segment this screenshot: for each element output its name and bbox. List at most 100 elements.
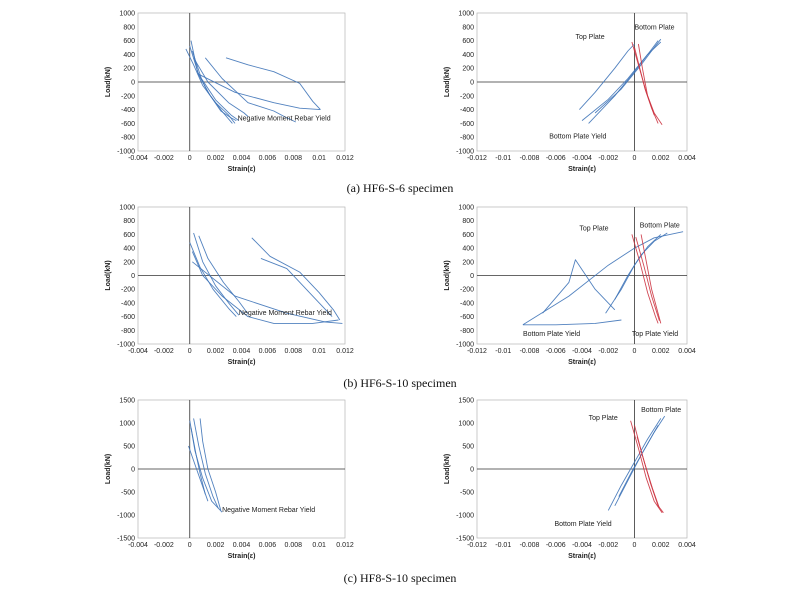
y-tick-label: 800: [123, 218, 135, 225]
x-tick-label: 0.004: [233, 155, 251, 162]
x-tick-label: -0.006: [546, 542, 566, 549]
x-tick-label: 0.004: [233, 348, 251, 355]
x-tick-label: -0.004: [572, 542, 592, 549]
y-tick-label: 400: [123, 246, 135, 253]
x-axis-label: Strain(ε): [568, 553, 596, 560]
y-tick-label: 1000: [458, 421, 474, 428]
x-tick-label: -0.002: [154, 348, 174, 355]
x-tick-label: -0.002: [598, 542, 618, 549]
x-axis-label: Strain(ε): [228, 359, 256, 366]
caption-a: (a) HF6-S-6 specimen: [347, 181, 454, 195]
series-line-blue: [225, 57, 321, 110]
y-tick-label: 500: [123, 444, 135, 451]
series-line-blue: [193, 57, 249, 117]
annotation-label: Top Plate: [589, 415, 618, 422]
y-tick-label: 1000: [119, 205, 135, 212]
y-tick-label: -600: [460, 121, 474, 128]
y-tick-label: 800: [462, 24, 474, 31]
x-tick-label: 0.002: [652, 348, 670, 355]
chart-b-right: -0.012 -0.01 -0.008 -0.006 -0.004 -0.002 0 0.00…: [444, 205, 696, 367]
series-line-blue: [185, 48, 236, 124]
x-tick-label: 0.006: [259, 348, 277, 355]
x-tick-label: -0.004: [128, 155, 148, 162]
x-tick-label: 0.008: [284, 155, 302, 162]
annotation-label: Top Plate Yield: [632, 331, 678, 338]
series-line-blue: [522, 319, 622, 326]
y-tick-label: 200: [123, 259, 135, 266]
y-axis-label: Load(kN): [105, 260, 112, 290]
x-tick-label: -0.002: [598, 155, 618, 162]
y-tick-label: -800: [121, 135, 135, 142]
x-tick-label: -0.012: [467, 155, 487, 162]
y-tick-label: 0: [131, 80, 135, 87]
x-tick-label: -0.006: [546, 348, 566, 355]
y-tick-label: -600: [460, 314, 474, 321]
annotation-label: Negative Moment Rebar Yield: [222, 507, 315, 514]
y-tick-label: -1000: [456, 342, 474, 349]
series-line-blue: [605, 234, 662, 314]
x-tick-label: 0.002: [652, 542, 670, 549]
x-tick-label: 0.006: [259, 542, 277, 549]
series-line-blue: [204, 57, 296, 123]
x-tick-label: -0.004: [572, 348, 592, 355]
y-tick-label: -1500: [456, 536, 474, 543]
y-tick-label: -800: [121, 328, 135, 335]
series-line-blue: [251, 237, 341, 321]
series-line-red: [631, 41, 663, 126]
y-tick-label: 600: [123, 232, 135, 239]
y-tick-label: 800: [462, 218, 474, 225]
x-tick-label: 0.004: [678, 155, 696, 162]
series-line-blue: [190, 427, 206, 495]
y-tick-label: 0: [131, 467, 135, 474]
y-tick-label: 400: [462, 246, 474, 253]
chart-c-left: -0.004 -0.002 0 0.002 0.004 0.006 0.008 0.01 0.0…: [105, 398, 354, 561]
y-tick-label: 400: [123, 52, 135, 59]
y-tick-label: 600: [123, 38, 135, 45]
y-tick-label: 200: [462, 66, 474, 73]
x-tick-label: 0: [633, 155, 637, 162]
series-line-blue: [197, 73, 321, 111]
x-tick-label: -0.002: [598, 348, 618, 355]
series-line-blue: [260, 257, 333, 317]
annotation-label: Negative Moment Rebar Yield: [238, 116, 331, 123]
x-tick-label: -0.006: [546, 155, 566, 162]
series-line-blue: [594, 38, 662, 114]
x-tick-label: 0: [633, 542, 637, 549]
x-tick-label: 0.002: [207, 155, 225, 162]
x-tick-label: 0: [188, 542, 192, 549]
annotation-label: Bottom Plate Yield: [554, 521, 611, 528]
series-line-red: [635, 236, 660, 321]
annotation-label: Top Plate: [575, 34, 604, 41]
y-tick-label: 1000: [119, 11, 135, 18]
y-tick-label: 800: [123, 24, 135, 31]
y-tick-label: 1000: [458, 11, 474, 18]
series-line-blue: [192, 261, 343, 324]
caption-b: (b) HF6-S-10 specimen: [343, 376, 456, 390]
x-tick-label: 0.012: [336, 155, 354, 162]
chart-c-right: -0.012 -0.01 -0.008 -0.006 -0.004 -0.002 0 0.00…: [444, 398, 696, 561]
y-axis-label: Load(kN): [444, 454, 451, 484]
y-tick-label: -1500: [117, 536, 135, 543]
y-tick-label: -200: [460, 287, 474, 294]
series-line-red: [630, 420, 663, 513]
x-tick-label: -0.002: [154, 542, 174, 549]
x-tick-label: -0.004: [572, 155, 592, 162]
y-tick-label: -1000: [456, 513, 474, 520]
x-tick-label: 0.01: [312, 542, 326, 549]
x-axis-label: Strain(ε): [228, 553, 256, 560]
x-tick-label: -0.002: [154, 155, 174, 162]
x-tick-label: 0.01: [312, 348, 326, 355]
x-tick-label: 0.004: [678, 348, 696, 355]
y-tick-label: 1500: [458, 398, 474, 405]
y-tick-label: 600: [462, 232, 474, 239]
y-axis-label: Load(kN): [105, 454, 112, 484]
series-line-blue: [190, 40, 237, 121]
x-tick-label: 0.004: [678, 542, 696, 549]
series-line-blue: [607, 418, 662, 511]
x-tick-label: 0.002: [652, 155, 670, 162]
series-line-blue: [199, 418, 222, 511]
x-tick-label: 0: [188, 155, 192, 162]
y-tick-label: 400: [462, 52, 474, 59]
